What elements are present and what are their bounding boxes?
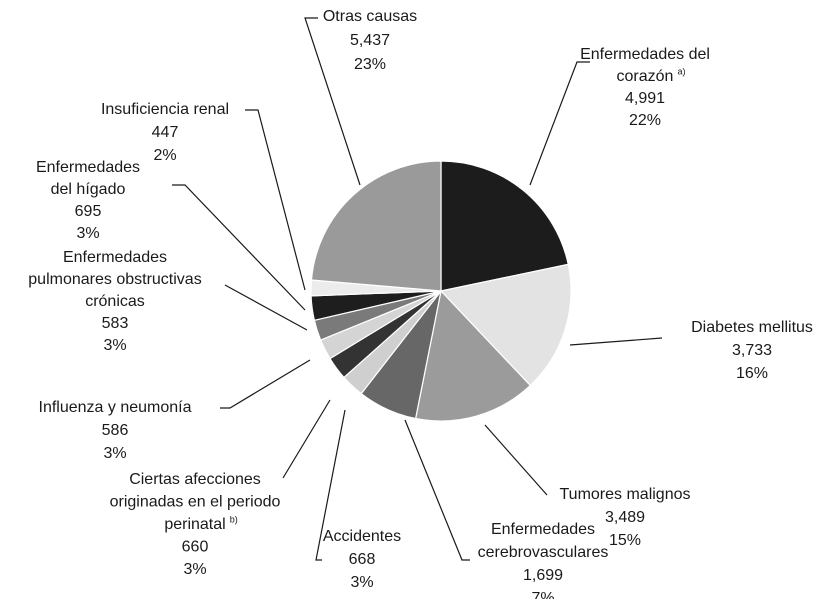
slice-label: corazón bbox=[617, 68, 674, 85]
percent-label: 3% bbox=[76, 225, 99, 242]
percent-label: 3% bbox=[350, 574, 373, 591]
footnote-marker: a) bbox=[677, 66, 685, 76]
leader-line bbox=[569, 337, 663, 346]
value-label: 660 bbox=[182, 539, 209, 556]
slice-label: Influenza y neumonía bbox=[39, 399, 192, 416]
percent-label: 7% bbox=[531, 590, 554, 599]
slice-label: Tumores malignos bbox=[559, 486, 690, 503]
slice-label: cerebrovasculares bbox=[478, 544, 609, 561]
value-label: 447 bbox=[152, 124, 179, 141]
slice-label: Diabetes mellitus bbox=[691, 319, 813, 336]
slice-label: Otras causas bbox=[323, 8, 417, 25]
percent-label: 2% bbox=[153, 147, 176, 164]
slice-label: Insuficiencia renal bbox=[101, 101, 229, 118]
slice-label: Accidentes bbox=[323, 528, 401, 545]
percent-label: 23% bbox=[354, 56, 386, 73]
value-label: 695 bbox=[75, 203, 102, 220]
leader-line bbox=[282, 399, 331, 479]
leader-line bbox=[529, 61, 590, 186]
percent-label: 16% bbox=[736, 365, 768, 382]
pie-slice bbox=[414, 289, 532, 422]
leader-line bbox=[484, 424, 548, 496]
value-label: 4,991 bbox=[625, 90, 665, 107]
slice-label: crónicas bbox=[85, 293, 145, 310]
slice-label: Enfermedades bbox=[491, 521, 595, 538]
leader-line bbox=[315, 409, 346, 561]
value-label: 1,699 bbox=[523, 567, 563, 584]
leader-line bbox=[220, 359, 311, 409]
percent-label: 22% bbox=[629, 112, 661, 129]
pie-slice bbox=[439, 263, 572, 387]
leader-line bbox=[304, 17, 361, 186]
pie-slice bbox=[310, 160, 442, 292]
value-label: 586 bbox=[102, 422, 129, 439]
percent-label: 3% bbox=[103, 337, 126, 354]
slice-label: perinatal bbox=[164, 516, 225, 533]
pie-slice bbox=[440, 160, 569, 292]
value-label: 3,489 bbox=[605, 509, 645, 526]
slice-label: Enfermedades bbox=[63, 249, 167, 266]
slice-label: originadas en el periodo bbox=[110, 494, 281, 511]
leader-line bbox=[404, 419, 470, 561]
value-label: 668 bbox=[349, 551, 376, 568]
slice-label: Enfermedades bbox=[36, 159, 140, 176]
footnote-marker: b) bbox=[230, 514, 238, 524]
leader-line bbox=[245, 109, 306, 291]
value-label: 5,437 bbox=[350, 32, 390, 49]
slice-label: Enfermedades del bbox=[580, 46, 710, 63]
slice-label: del hígado bbox=[51, 181, 126, 198]
slice-label: pulmonares obstructivas bbox=[28, 271, 201, 288]
leader-line bbox=[224, 284, 308, 331]
leader-line bbox=[172, 184, 306, 311]
value-label: 583 bbox=[102, 315, 129, 332]
percent-label: 15% bbox=[609, 532, 641, 549]
percent-label: 3% bbox=[103, 445, 126, 462]
slice-label: Ciertas afecciones bbox=[129, 471, 261, 488]
percent-label: 3% bbox=[183, 561, 206, 578]
value-label: 3,733 bbox=[732, 342, 772, 359]
